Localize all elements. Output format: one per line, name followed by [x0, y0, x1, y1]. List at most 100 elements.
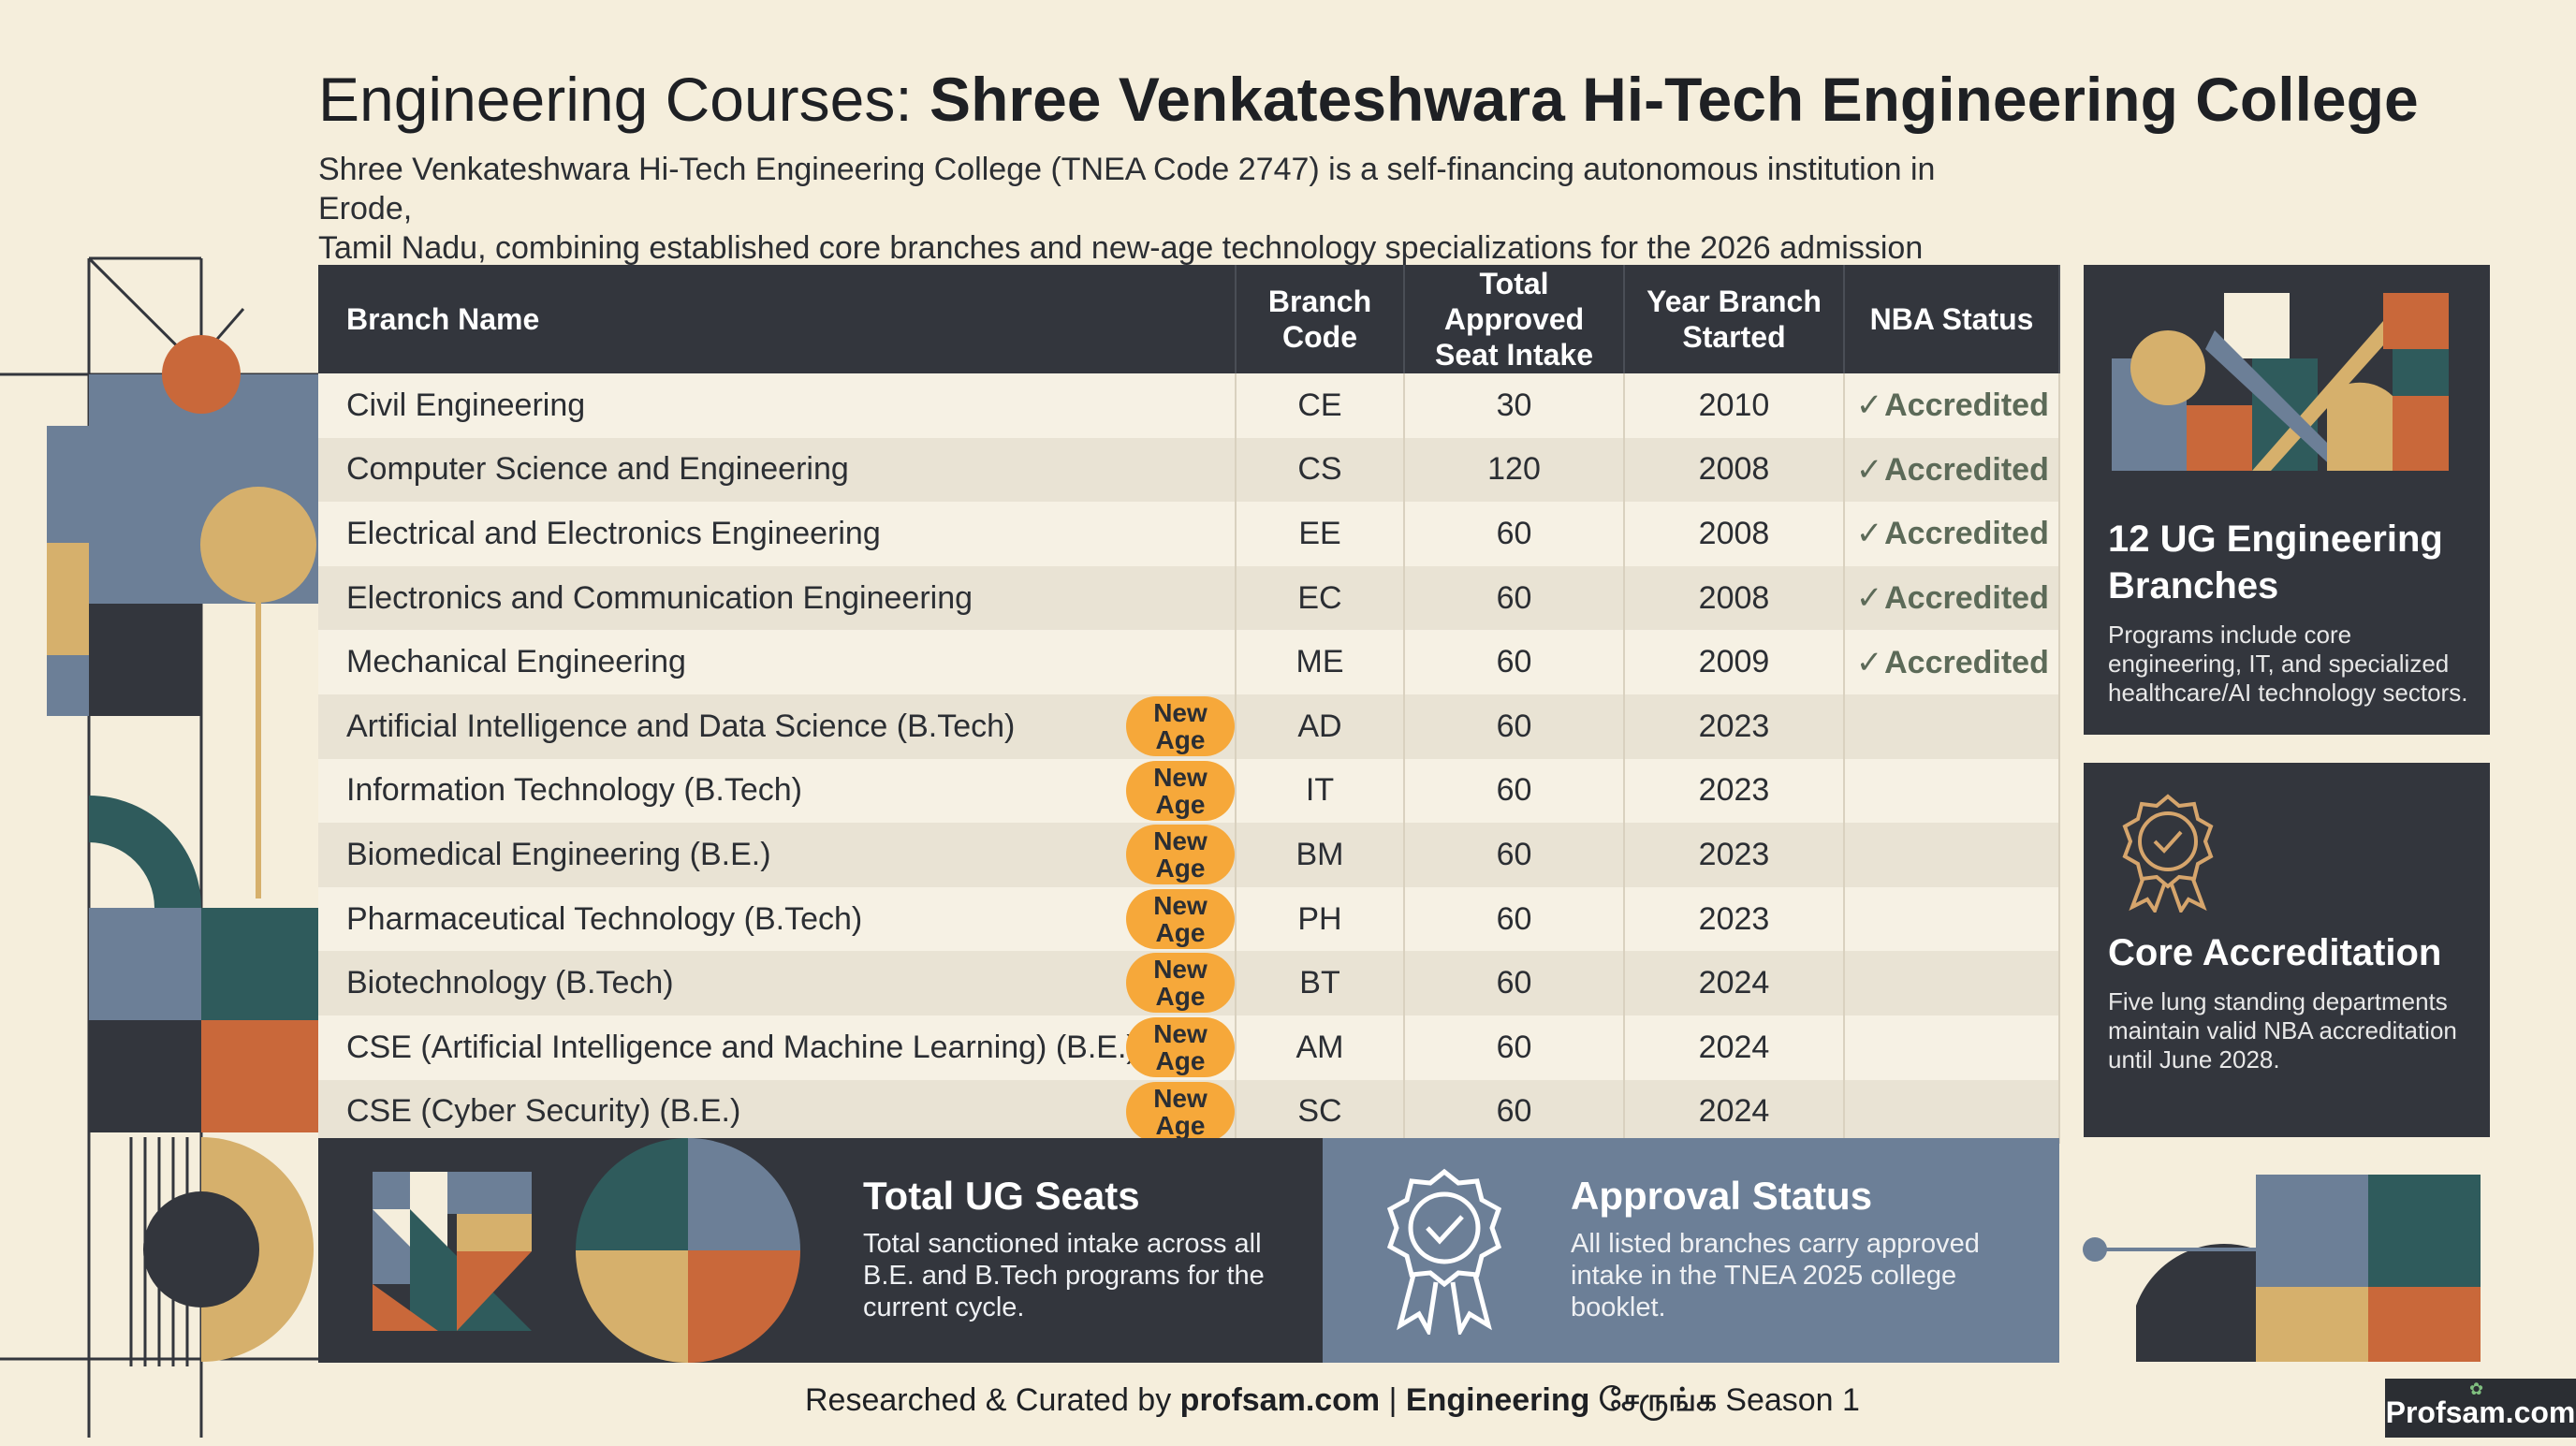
branches-card: 12 UG Engineering Branches Programs inclu…: [2084, 265, 2490, 735]
nba-status-label: Accredited: [1884, 516, 2049, 552]
check-icon: ✓: [1855, 387, 1883, 424]
year-started: 2010: [1624, 373, 1845, 438]
branch-name-cell: Biotechnology (B.Tech) New Age: [318, 951, 1237, 1015]
header-year: Year Branch Started: [1624, 265, 1845, 373]
geometric-art: [2112, 293, 2449, 471]
branch-code: AD: [1236, 694, 1405, 759]
branch-code: BT: [1236, 951, 1405, 1015]
check-icon: ✓: [1855, 644, 1883, 680]
branch-name-cell: Civil Engineering: [318, 373, 1237, 438]
new-age-badge: New Age: [1126, 953, 1235, 1014]
branch-name: Electronics and Communication Engineerin…: [346, 579, 973, 616]
header-intake: Total Approved Seat Intake: [1404, 265, 1625, 373]
seat-intake: 60: [1404, 886, 1625, 952]
branch-code: EE: [1236, 502, 1405, 566]
year-started: 2023: [1624, 823, 1845, 887]
branch-name: Pharmaceutical Technology (B.Tech): [346, 900, 863, 937]
new-age-badge: New Age: [1126, 888, 1235, 949]
check-icon: ✓: [1855, 451, 1883, 488]
branch-name-cell: Biomedical Engineering (B.E.) New Age: [318, 823, 1237, 887]
branch-name: Biotechnology (B.Tech): [346, 965, 674, 1001]
footer-credit: Researched & Curated by profsam.com | En…: [805, 1382, 1860, 1418]
branch-code: BM: [1236, 823, 1405, 887]
branches-card-text: Programs include core engineering, IT, a…: [2108, 621, 2468, 707]
branch-name: Mechanical Engineering: [346, 644, 686, 680]
college-name: Shree Venkateshwara Hi-Tech Engineering …: [929, 65, 2419, 134]
year-started: 2023: [1624, 886, 1845, 952]
branch-name-cell: CSE (Cyber Security) (B.E.) New Age: [318, 1079, 1237, 1145]
seat-intake: 60: [1404, 694, 1625, 759]
total-seats-band: Total UG Seats Total sanctioned intake a…: [318, 1138, 1323, 1363]
table-row: Electrical and Electronics Engineering EE…: [318, 502, 2060, 566]
seat-intake: 60: [1404, 758, 1625, 824]
page-subtitle: Shree Venkateshwara Hi-Tech Engineering …: [318, 150, 2003, 307]
year-started: 2009: [1624, 630, 1845, 694]
table-row: Biomedical Engineering (B.E.) New Age BM 60 2…: [318, 823, 2060, 887]
branches-table: Branch Name Branch Code Total Approved Sea…: [318, 265, 2060, 1145]
year-started: 2008: [1624, 502, 1845, 566]
branch-name-cell: Artificial Intelligence and Data Science…: [318, 694, 1237, 759]
table-row: Civil Engineering CE 30 2010 ✓Accredited: [318, 373, 2060, 438]
nba-status: [1844, 951, 2060, 1015]
seat-intake: 60: [1404, 1015, 1625, 1080]
branch-name: CSE (Cyber Security) (B.E.): [346, 1093, 741, 1130]
new-age-badge: New Age: [1126, 695, 1235, 756]
branch-name: Information Technology (B.Tech): [346, 772, 802, 809]
nba-status: ✓Accredited: [1844, 502, 2060, 566]
branch-code: PH: [1236, 886, 1405, 952]
footer-series: Engineering சேருங்க: [1405, 1382, 1717, 1418]
total-seats-title: Total UG Seats: [863, 1174, 1140, 1218]
header-branch-code: Branch Code: [1236, 265, 1405, 373]
seat-intake: 120: [1404, 437, 1625, 503]
branch-name: Electrical and Electronics Engineering: [346, 515, 881, 551]
mascot-icon: ✿: [2469, 1380, 2484, 1398]
branch-name: CSE (Artificial Intelligence and Machine…: [346, 1029, 1137, 1065]
branch-code: SC: [1236, 1079, 1405, 1145]
branches-card-title: 12 UG Engineering Branches: [2108, 519, 2443, 606]
accreditation-card-title: Core Accreditation: [2108, 932, 2442, 973]
branch-name-cell: Computer Science and Engineering: [318, 437, 1237, 503]
header-branch-name: Branch Name: [318, 265, 1237, 373]
new-age-badge: New Age: [1126, 825, 1235, 885]
right-decoration: [2083, 1137, 2481, 1362]
table-row: CSE (Artificial Intelligence and Machine…: [318, 1015, 2060, 1080]
nba-status: ✓Accredited: [1844, 373, 2060, 438]
nba-status-label: Accredited: [1884, 387, 2049, 424]
nba-status-label: Accredited: [1884, 580, 2049, 617]
approval-status-band: Approval Status All listed branches carr…: [1323, 1138, 2059, 1363]
nba-status-label: Accredited: [1884, 644, 2049, 680]
pie-art: [576, 1138, 800, 1363]
nba-status: [1844, 758, 2060, 824]
year-started: 2023: [1624, 694, 1845, 759]
branch-name-cell: Electrical and Electronics Engineering: [318, 502, 1237, 566]
left-decoration: [0, 256, 318, 1438]
seat-intake: 30: [1404, 373, 1625, 438]
branch-code: ME: [1236, 630, 1405, 694]
year-started: 2024: [1624, 951, 1845, 1015]
nba-status: [1844, 1015, 2060, 1080]
branch-name: Computer Science and Engineering: [346, 451, 849, 488]
accreditation-card: Core Accreditation Five lung standing de…: [2084, 763, 2490, 1137]
year-started: 2024: [1624, 1079, 1845, 1145]
page-title: Engineering Courses: Shree Venkateshwara…: [318, 65, 2419, 134]
nba-status: ✓Accredited: [1844, 630, 2060, 694]
branch-name-cell: Mechanical Engineering: [318, 630, 1237, 694]
branch-name-cell: Information Technology (B.Tech) New Age: [318, 758, 1237, 824]
new-age-badge: New Age: [1126, 1016, 1235, 1077]
branch-name-cell: CSE (Artificial Intelligence and Machine…: [318, 1015, 1237, 1080]
seat-intake: 60: [1404, 502, 1625, 566]
seat-intake: 60: [1404, 1079, 1625, 1145]
table-row: Electronics and Communication Engineerin…: [318, 565, 2060, 631]
nba-status: ✓Accredited: [1844, 437, 2060, 503]
year-started: 2024: [1624, 1015, 1845, 1080]
year-started: 2023: [1624, 758, 1845, 824]
branch-name: Biomedical Engineering (B.E.): [346, 836, 771, 872]
branch-code: EC: [1236, 565, 1405, 631]
approval-status-title: Approval Status: [1571, 1174, 1873, 1218]
check-icon: ✓: [1855, 516, 1883, 552]
profsam-logo: Profsam.com: [2385, 1379, 2576, 1438]
table-header-row: Branch Name Branch Code Total Approved Sea…: [318, 265, 2060, 373]
table-row: Artificial Intelligence and Data Science…: [318, 694, 2060, 759]
nba-status: [1844, 886, 2060, 952]
nba-status: ✓Accredited: [1844, 565, 2060, 631]
